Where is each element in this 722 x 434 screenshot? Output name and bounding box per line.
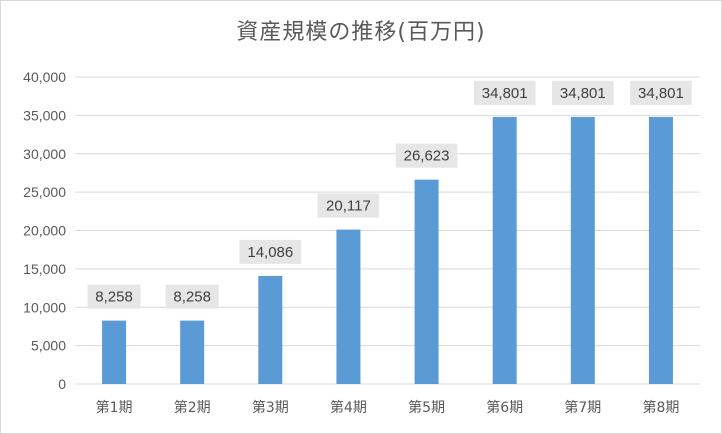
- data-label: 14,086: [247, 244, 293, 261]
- data-label-box: [473, 80, 536, 105]
- bar: [336, 229, 361, 384]
- y-tick-label: 25,000: [23, 184, 66, 200]
- x-category-label: 第1期: [96, 399, 133, 416]
- y-tick-label: 30,000: [23, 146, 66, 162]
- data-label-box: [87, 284, 141, 309]
- x-category-label: 第4期: [330, 399, 367, 416]
- x-category-label: 第8期: [642, 399, 679, 416]
- data-label-box: [552, 80, 614, 105]
- y-tick-label: 20,000: [23, 223, 66, 239]
- gridlines: [75, 76, 700, 385]
- x-category-label: 第3期: [252, 399, 289, 416]
- y-tick-label: 0: [58, 376, 66, 392]
- data-label-box: [317, 193, 380, 218]
- bar: [492, 116, 517, 384]
- y-tick-label: 10,000: [23, 299, 66, 315]
- bar: [180, 320, 205, 384]
- y-tick-label: 5,000: [31, 338, 66, 354]
- data-label: 20,117: [326, 198, 371, 215]
- x-category-label: 第7期: [564, 399, 601, 416]
- data-label-box: [165, 284, 219, 309]
- data-label-box: [630, 80, 692, 105]
- bar: [648, 116, 673, 384]
- data-label-box: [395, 143, 458, 168]
- bar: [258, 275, 283, 384]
- data-label: 8,258: [95, 289, 133, 306]
- data-label: 34,801: [560, 85, 606, 102]
- y-tick-label: 15,000: [23, 261, 66, 277]
- data-label: 26,623: [404, 148, 450, 165]
- data-label-box: [239, 239, 302, 264]
- data-label: 34,801: [638, 85, 684, 102]
- data-label: 8,258: [173, 289, 211, 306]
- bar: [102, 320, 127, 384]
- data-label: 34,801: [482, 85, 528, 102]
- y-axis-ticks: 0 5,000 10,000 15,000 20,000 25,000 30,000 35,0…: [23, 69, 66, 392]
- bars: [102, 116, 673, 384]
- y-tick-label: 35,000: [23, 107, 66, 123]
- bar: [570, 116, 595, 384]
- x-category-label: 第2期: [174, 399, 211, 416]
- x-category-label: 第6期: [486, 399, 523, 416]
- bar: [414, 179, 439, 384]
- chart-title: 資産規模の推移(百万円): [236, 20, 486, 45]
- x-axis-categories: 第1期 第2期 第3期 第4期 第5期 第6期 第7期 第8期: [96, 399, 680, 416]
- data-labels: 8,258 8,258 14,086 20,117 26,623 34,801 34,801…: [87, 80, 692, 309]
- x-category-label: 第5期: [408, 399, 445, 416]
- y-tick-label: 40,000: [23, 69, 66, 85]
